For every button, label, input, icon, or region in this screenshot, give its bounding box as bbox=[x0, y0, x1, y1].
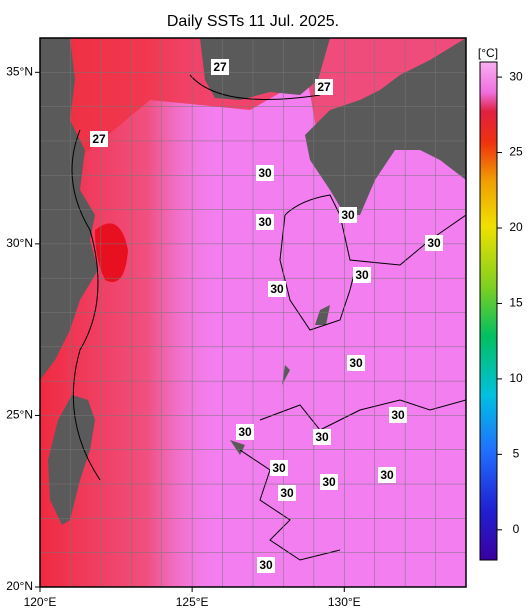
x-tick-label: 120°E bbox=[24, 595, 57, 609]
y-tick-label: 20°N bbox=[6, 579, 33, 593]
y-tick-label: 30°N bbox=[6, 236, 33, 250]
colorbar-tick-label: 5 bbox=[513, 447, 520, 461]
contour-label-box bbox=[313, 429, 331, 445]
colorbar bbox=[479, 61, 498, 561]
contour-label-box bbox=[278, 485, 296, 501]
colorbar-unit: [°C] bbox=[478, 46, 498, 60]
contour-label: 30 bbox=[280, 486, 294, 500]
islands bbox=[230, 305, 330, 455]
contour-label: 30 bbox=[427, 236, 441, 250]
contour-label: 30 bbox=[349, 356, 363, 370]
colorbar-tick-label: 15 bbox=[509, 296, 523, 310]
title: Daily SSTs 11 Jul. 2025. bbox=[167, 13, 339, 30]
map-area: 27 27 27 30 30 30 30 30 30 30 30 30 30 30 30 30 30 30 bbox=[40, 38, 466, 587]
colorbar-tick-label: 20 bbox=[509, 220, 523, 234]
contour-label-box bbox=[211, 59, 229, 75]
contour-label-box bbox=[347, 355, 365, 371]
taiwan bbox=[48, 395, 95, 525]
contour-label-box bbox=[256, 214, 274, 230]
contour-label: 27 bbox=[92, 132, 106, 146]
map-frame bbox=[39, 37, 467, 588]
contour-label-box bbox=[353, 267, 371, 283]
x-tick-label: 125°E bbox=[176, 595, 209, 609]
contour-label: 30 bbox=[341, 208, 355, 222]
contour-label: 30 bbox=[270, 282, 284, 296]
y-tick-label: 35°N bbox=[6, 64, 33, 78]
contour-label-box bbox=[236, 424, 254, 440]
contour-label: 27 bbox=[317, 80, 331, 94]
contour-label-box bbox=[320, 474, 338, 490]
contour-label: 30 bbox=[272, 461, 286, 475]
contour-label-box bbox=[268, 281, 286, 297]
contour-label-box bbox=[389, 407, 407, 423]
contour-label: 30 bbox=[355, 268, 369, 282]
colorbar-tick-label: 0 bbox=[513, 522, 520, 536]
contour-label: 30 bbox=[380, 468, 394, 482]
x-tick-label: 130°E bbox=[328, 595, 361, 609]
colorbar-tick-label: 30 bbox=[509, 69, 523, 83]
contour-label-box bbox=[270, 460, 288, 476]
y-tick-label: 25°N bbox=[6, 408, 33, 422]
contour-label: 30 bbox=[315, 430, 329, 444]
contour-label: 30 bbox=[259, 558, 273, 572]
japan bbox=[305, 38, 466, 215]
contour-labels: 27 27 27 30 30 30 30 30 30 30 30 30 30 30 30 30 30 30 bbox=[90, 59, 443, 573]
contour-label: 27 bbox=[213, 60, 227, 74]
contour-label: 30 bbox=[258, 215, 272, 229]
contour-label: 30 bbox=[322, 475, 336, 489]
contour-label: 30 bbox=[258, 166, 272, 180]
colorbar-tick-label: 10 bbox=[509, 371, 523, 385]
contour-label-box bbox=[90, 131, 108, 147]
contour-label: 30 bbox=[391, 408, 405, 422]
contour-label-box bbox=[256, 165, 274, 181]
contour-label-box bbox=[339, 207, 357, 223]
korea bbox=[200, 38, 330, 100]
colorbar-tick-label: 25 bbox=[509, 145, 523, 159]
warm-patch bbox=[95, 223, 128, 282]
contour-label-box bbox=[378, 467, 396, 483]
contour-label-box bbox=[425, 235, 443, 251]
contour-label-box bbox=[257, 557, 275, 573]
contour-label: 30 bbox=[238, 425, 252, 439]
contour-label-box bbox=[315, 79, 333, 95]
china-coast bbox=[40, 38, 98, 380]
